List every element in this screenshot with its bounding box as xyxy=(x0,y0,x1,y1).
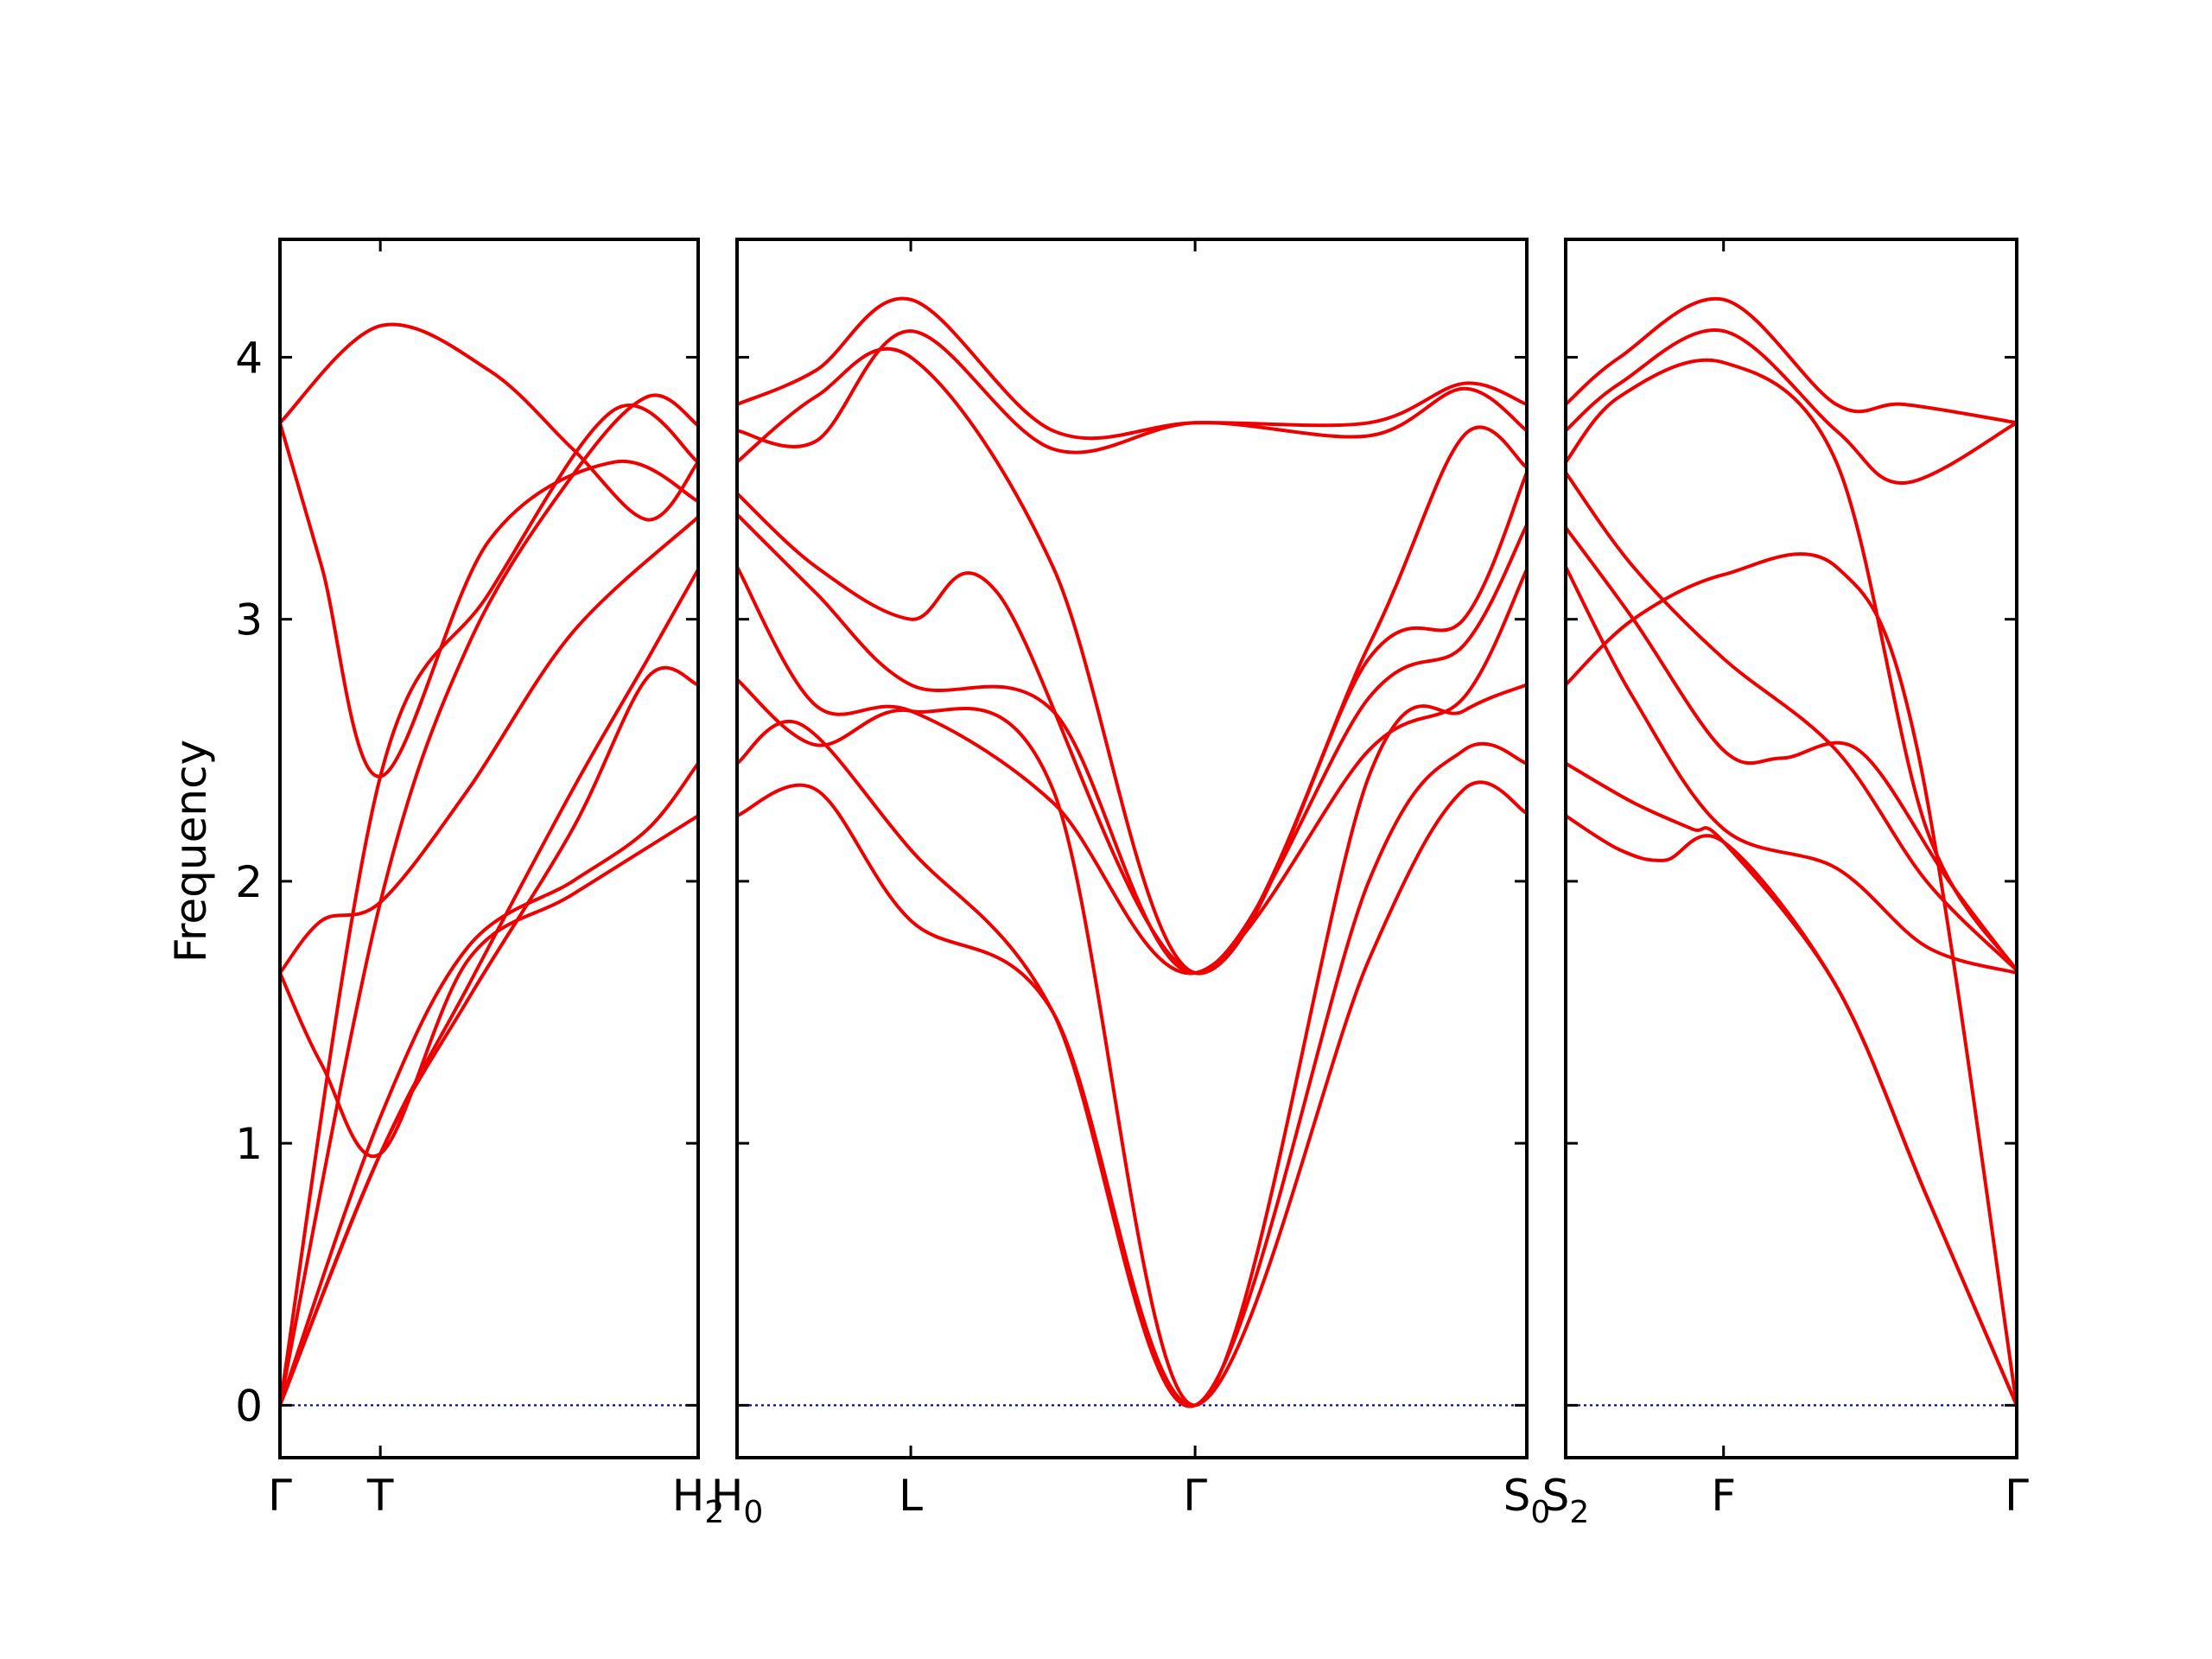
band-lines xyxy=(280,322,698,1408)
panel-frame xyxy=(735,238,1529,1459)
band-3-line xyxy=(1566,552,2017,1408)
band-1-line xyxy=(737,780,1527,1408)
band-lines xyxy=(737,296,1527,1408)
band-6-line xyxy=(737,470,1527,976)
panel-frame xyxy=(1564,238,2018,1459)
x-tick-label: Γ xyxy=(268,1471,292,1521)
x-tick-label: T xyxy=(366,1471,394,1521)
x-tick-label: Γ xyxy=(2005,1471,2029,1521)
x-tick-label: F xyxy=(1711,1471,1736,1521)
y-axis-label: Frequency xyxy=(166,740,216,963)
band-5-line xyxy=(737,512,1527,976)
band-8-line xyxy=(737,329,1527,454)
y-tick-label: 3 xyxy=(235,595,263,645)
band-7-line xyxy=(737,346,1527,976)
panel-frame xyxy=(278,238,700,1459)
band-4-line xyxy=(1566,565,2017,975)
band-9-line xyxy=(737,296,1527,441)
y-tick-label: 0 xyxy=(235,1381,263,1431)
band-5-line xyxy=(280,515,698,975)
band-4-line xyxy=(280,814,698,1159)
band-8-line xyxy=(1566,328,2017,486)
y-tick-label: 4 xyxy=(235,333,263,383)
panel-2: H0 L Γ S0 xyxy=(711,238,1551,1530)
x-tick-label: Γ xyxy=(1183,1471,1207,1521)
y-tick-label: 1 xyxy=(235,1119,263,1169)
band-2-line xyxy=(737,720,1527,1408)
x-tick-label: H0 xyxy=(711,1471,764,1530)
band-6-line xyxy=(280,421,698,779)
band-7-line xyxy=(280,322,698,522)
band-lines xyxy=(1566,296,2017,1408)
x-tick-label: S0 xyxy=(1503,1471,1551,1530)
band-1-line xyxy=(280,665,698,1408)
band-9-line xyxy=(1566,296,2017,425)
band-3-line xyxy=(280,404,698,1408)
band-3-line xyxy=(737,677,1527,1408)
band-2-line xyxy=(1566,761,2017,1408)
x-tick-label: L xyxy=(899,1471,923,1521)
y-tick-label: 2 xyxy=(235,857,263,907)
band-4-line xyxy=(737,565,1527,976)
band-8-line xyxy=(280,761,698,1408)
panel-3: S2 F Γ xyxy=(1542,238,2029,1530)
band-9-line xyxy=(280,393,698,1408)
band-7-line xyxy=(1566,358,2017,972)
band-6-line xyxy=(1566,470,2017,972)
